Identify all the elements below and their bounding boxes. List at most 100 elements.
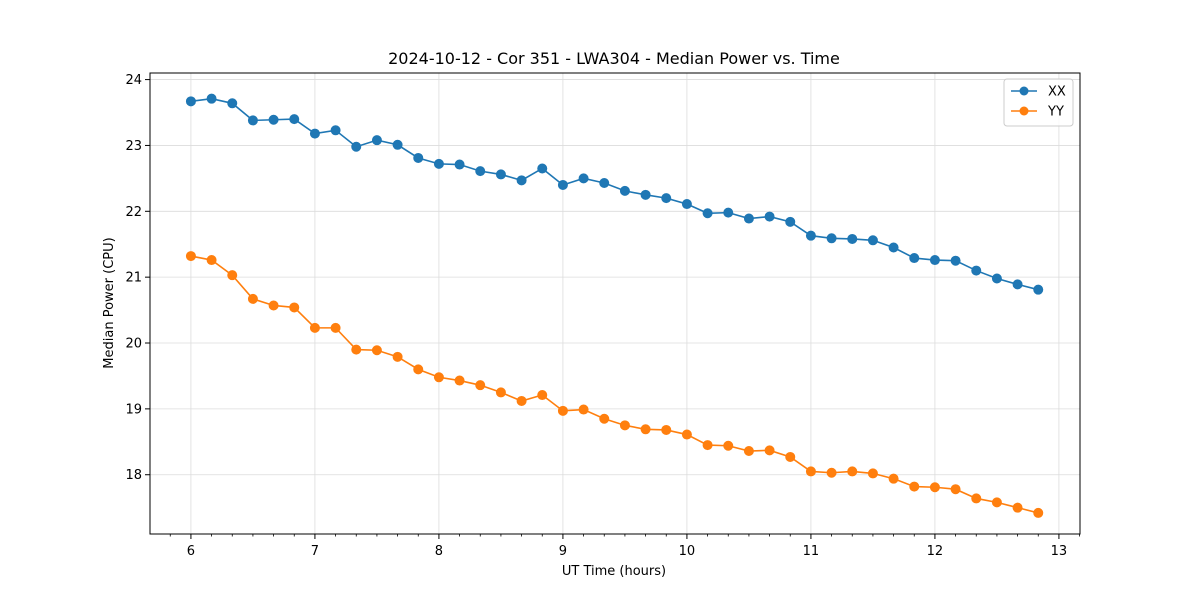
series (185, 93, 1044, 518)
data-point-xx (1033, 284, 1044, 295)
data-point-yy (640, 424, 651, 435)
data-point-xx (516, 175, 527, 186)
data-point-xx (268, 114, 279, 125)
data-point-yy (206, 255, 217, 266)
y-axis-label: Median Power (CPU) (102, 237, 117, 368)
data-point-xx (330, 125, 341, 136)
data-point-xx (867, 235, 878, 246)
data-point-yy (247, 293, 258, 304)
data-point-xx (454, 159, 465, 170)
data-point-yy (971, 493, 982, 504)
y-tick-label: 21 (125, 271, 142, 286)
data-point-xx (578, 173, 589, 184)
data-point-yy (909, 481, 920, 492)
data-point-yy (309, 322, 320, 333)
x-tick-label: 7 (311, 544, 319, 559)
data-point-xx (661, 193, 672, 204)
data-point-xx (247, 115, 258, 126)
y-tick-label: 24 (125, 73, 142, 88)
data-point-yy (537, 390, 548, 401)
data-point-yy (764, 445, 775, 456)
data-point-yy (289, 302, 300, 313)
data-point-xx (971, 265, 982, 276)
data-point-yy (723, 440, 734, 451)
data-point-yy (330, 322, 341, 333)
data-point-xx (702, 208, 713, 219)
x-axis-label: UT Time (hours) (562, 564, 666, 579)
data-point-yy (599, 413, 610, 424)
data-point-xx (619, 185, 630, 196)
x-tick-label: 12 (927, 544, 944, 559)
data-point-yy (888, 473, 899, 484)
data-point-yy (268, 300, 279, 311)
data-point-yy (578, 404, 589, 415)
data-point-yy (661, 424, 672, 435)
data-point-xx (351, 141, 362, 152)
data-point-xx (309, 128, 320, 139)
data-point-xx (1012, 279, 1023, 290)
chart-title: 2024-10-12 - Cor 351 - LWA304 - Median P… (388, 49, 840, 68)
y-tick-label: 20 (125, 337, 142, 352)
data-point-xx (805, 230, 816, 241)
data-point-yy (557, 405, 568, 416)
legend-entries: XX YY (1011, 85, 1066, 120)
data-point-xx (475, 166, 486, 177)
plot-frame (149, 72, 1081, 535)
data-point-xx (537, 163, 548, 174)
data-point-xx (826, 233, 837, 244)
data-point-xx (557, 179, 568, 190)
grid (150, 73, 1080, 534)
data-point-yy (929, 482, 940, 493)
data-point-xx (847, 233, 858, 244)
data-point-xx (495, 169, 506, 180)
data-point-yy (847, 466, 858, 477)
data-point-xx (991, 273, 1002, 284)
x-tick-label: 9 (559, 544, 567, 559)
data-point-yy (454, 375, 465, 386)
data-point-yy (867, 468, 878, 479)
data-point-yy (619, 420, 630, 431)
x-tick-label: 13 (1051, 544, 1068, 559)
data-point-yy (743, 446, 754, 457)
data-point-yy (185, 251, 196, 262)
minor-ticks (169, 534, 1080, 537)
data-point-xx (929, 255, 940, 266)
data-point-xx (909, 253, 920, 264)
data-point-xx (723, 207, 734, 218)
axis-ticks: 6 7 8 9 10 11 12 13 18 19 20 21 22 23 24 (125, 73, 1067, 559)
series-xx (185, 93, 1044, 295)
data-point-xx (206, 93, 217, 104)
x-tick-label: 10 (679, 544, 696, 559)
data-point-xx (640, 189, 651, 200)
legend: XX YY (1003, 78, 1074, 127)
data-point-xx (433, 158, 444, 169)
data-point-xx (764, 211, 775, 222)
data-point-xx (371, 135, 382, 146)
data-point-yy (1012, 502, 1023, 513)
data-point-yy (392, 351, 403, 362)
data-point-yy (227, 270, 238, 281)
data-point-yy (516, 395, 527, 406)
x-tick-label: 6 (187, 544, 195, 559)
data-point-xx (681, 199, 692, 210)
legend-marker-yy (1019, 106, 1029, 116)
data-point-yy (826, 467, 837, 478)
legend-label-xx: XX (1048, 85, 1066, 100)
data-point-xx (185, 96, 196, 107)
data-point-yy (805, 466, 816, 477)
data-point-yy (950, 484, 961, 495)
y-tick-label: 19 (125, 402, 142, 417)
data-point-yy (702, 440, 713, 451)
data-point-yy (475, 380, 486, 391)
y-tick-label: 22 (125, 205, 142, 220)
data-point-yy (351, 344, 362, 355)
data-point-yy (681, 429, 692, 440)
data-point-xx (785, 216, 796, 227)
data-point-yy (413, 364, 424, 375)
data-point-yy (991, 497, 1002, 508)
x-tick-label: 11 (803, 544, 820, 559)
legend-label-yy: YY (1047, 105, 1064, 120)
data-point-yy (785, 451, 796, 462)
y-tick-label: 18 (125, 468, 142, 483)
